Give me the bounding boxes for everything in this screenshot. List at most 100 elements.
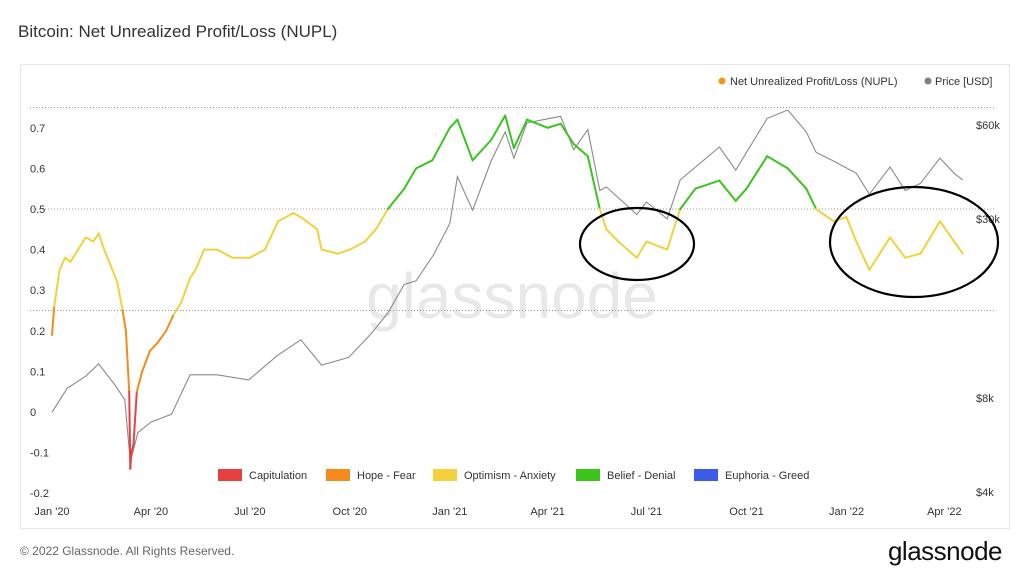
nupl-segment	[868, 236, 891, 271]
x-tick-label: Apr '22	[927, 506, 962, 518]
x-tick-label: Jul '21	[631, 506, 662, 518]
nupl-segment	[103, 248, 112, 267]
nupl-segment	[448, 118, 459, 129]
nupl-segment	[320, 248, 339, 255]
y-axis-left: -0.2 -0.1 0 0.1 0.2 0.3 0.4 0.5 0.6 0.7	[30, 123, 49, 500]
nupl-segment	[316, 228, 323, 251]
legend-bottom-label[interactable]: Optimism - Anxiety	[464, 470, 556, 482]
nupl-segment	[490, 114, 507, 141]
nupl-segment	[386, 187, 406, 210]
y-left-tick-label: -0.2	[30, 488, 49, 500]
nupl-segment	[919, 220, 941, 255]
y-right-tick-label: $8k	[976, 393, 994, 405]
x-tick-label: Oct '20	[333, 506, 368, 518]
nupl-segment	[572, 143, 589, 158]
x-tick-label: Jan '22	[829, 506, 864, 518]
y-left-tick-label: 0.6	[30, 163, 45, 175]
legend-top-label[interactable]: Price [USD]	[935, 76, 992, 88]
legend-top-marker	[924, 77, 932, 85]
nupl-segment	[121, 309, 127, 332]
y-left-tick-label: 0.7	[30, 123, 45, 135]
nupl-segment	[129, 451, 133, 470]
legend-bottom-label[interactable]: Belief - Denial	[607, 470, 675, 482]
nupl-segment	[189, 268, 197, 279]
nupl-segment	[635, 240, 648, 259]
nupl-segment	[165, 313, 175, 332]
nupl-segment	[666, 208, 682, 251]
watermark: glassnode	[366, 260, 658, 332]
nupl-segment	[156, 329, 168, 344]
nupl-segment	[805, 187, 818, 210]
legend-bottom-swatch	[218, 469, 242, 481]
nupl-segment	[786, 167, 808, 190]
nupl-segment	[216, 248, 234, 259]
nupl-segment	[64, 256, 72, 263]
nupl-segment	[364, 228, 377, 243]
nupl-segment	[617, 240, 638, 259]
legend-bottom-label[interactable]: Euphoria - Greed	[725, 470, 809, 482]
nupl-segment	[512, 118, 528, 150]
legend-top-label[interactable]: Net Unrealized Profit/Loss (NUPL)	[730, 76, 898, 88]
nupl-segment	[299, 216, 319, 231]
legend-bottom-swatch	[694, 469, 718, 481]
legend-bottom-swatch	[326, 469, 350, 481]
legend-bottom: Capitulation Hope - Fear Optimism - Anxiet…	[218, 469, 809, 482]
y-left-tick-label: 0.2	[30, 326, 45, 338]
nupl-segment	[526, 118, 549, 129]
nupl-segment	[939, 220, 956, 243]
nupl-segment	[180, 277, 191, 304]
nupl-segment	[348, 240, 366, 251]
nupl-segment	[132, 390, 138, 446]
y-left-tick-label: -0.1	[30, 448, 49, 460]
nupl-segment	[336, 248, 351, 255]
nupl-segment	[277, 212, 295, 223]
nupl-segment	[84, 236, 95, 243]
nupl-segment	[745, 155, 769, 190]
x-tick-label: Jan '21	[432, 506, 467, 518]
nupl-segment	[766, 155, 789, 170]
brand-logo: glassnode	[887, 536, 1003, 566]
y-left-tick-label: 0.3	[30, 285, 45, 297]
y-left-tick-label: 0.1	[30, 366, 45, 378]
legend-bottom-swatch	[576, 469, 600, 481]
nupl-segment	[141, 350, 151, 373]
y-right-tick-label: $60k	[976, 120, 1000, 132]
legend-top-marker	[718, 77, 726, 85]
y-axis-right: $4k $8k $30k $60k	[976, 120, 1000, 499]
nupl-segment	[815, 208, 835, 223]
nupl-segment	[51, 305, 56, 336]
nupl-segment	[403, 167, 418, 190]
nupl-segment	[559, 122, 575, 145]
nupl-series	[51, 114, 964, 470]
nupl-segment	[248, 248, 266, 259]
nupl-segment	[718, 179, 737, 202]
price-series	[51, 109, 964, 462]
nupl-segment	[904, 252, 922, 259]
x-tick-label: Apr '20	[134, 506, 169, 518]
nupl-segment	[148, 342, 159, 353]
nupl-segment	[130, 443, 135, 454]
nupl-segment	[855, 240, 871, 271]
nupl-segment	[292, 212, 302, 219]
y-right-tick-label: $4k	[976, 487, 994, 499]
x-tick-label: Oct '21	[729, 506, 764, 518]
nupl-segment	[97, 232, 106, 251]
legend-bottom-label[interactable]: Hope - Fear	[357, 470, 416, 482]
nupl-segment	[431, 126, 451, 162]
page-title: Bitcoin: Net Unrealized Profit/Loss (NUP…	[18, 22, 338, 41]
copyright-text: © 2022 Glassnode. All Rights Reserved.	[20, 544, 235, 558]
nupl-segment	[645, 240, 669, 251]
nupl-segment	[504, 114, 515, 150]
nupl-segment	[889, 236, 907, 259]
nupl-segment	[109, 264, 119, 284]
nupl-segment	[172, 301, 183, 316]
nupl-segment	[53, 268, 61, 308]
nupl-segment	[598, 208, 608, 231]
nupl-segment	[77, 236, 87, 251]
legend-bottom-swatch	[433, 469, 457, 481]
nupl-segment	[69, 248, 80, 263]
nupl-segment	[734, 187, 748, 202]
nupl-segment	[415, 159, 434, 170]
legend-bottom-label[interactable]: Capitulation	[249, 470, 307, 482]
nupl-segment	[546, 122, 562, 129]
